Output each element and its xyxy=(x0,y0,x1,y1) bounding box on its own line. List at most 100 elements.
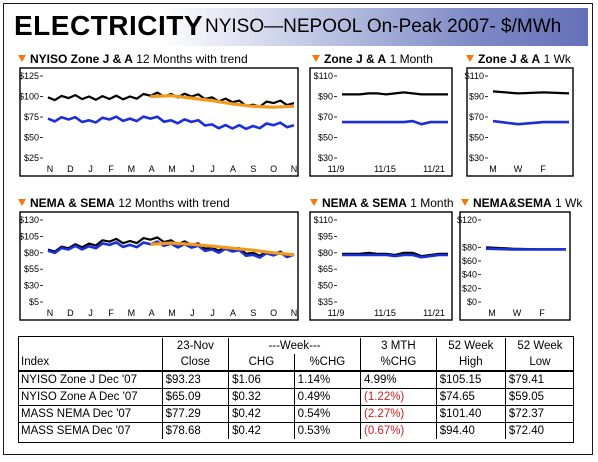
x-tick-label: A xyxy=(230,308,236,318)
header-cell-close: Close xyxy=(161,354,229,372)
x-tick-label: O xyxy=(270,308,277,318)
cell-pchg: 1.14% xyxy=(293,371,361,389)
panel-label-nyiso-12m: NYISO Zone J & A 12 Months with trend xyxy=(18,52,248,66)
x-tick-label: D xyxy=(67,164,74,174)
table-header-row-1: 23-Nov ---Week--- 3 MTH 52 Week 52 Week xyxy=(18,338,574,354)
chart-nema-1wk: $120 $80 $60 $40 $20 $0 M W F xyxy=(457,211,571,321)
cell-pchg: 0.54% xyxy=(293,405,361,423)
triangle-marker-icon xyxy=(310,199,318,207)
x-tick-label: 11/21 xyxy=(423,164,445,174)
triangle-marker-icon xyxy=(461,199,469,207)
y-tick-label: $20 xyxy=(462,283,477,293)
y-tick-label: $50 xyxy=(469,133,484,143)
series-line-blue xyxy=(342,253,448,259)
header-cell-low: Low xyxy=(504,354,574,372)
x-tick-label: N xyxy=(47,308,54,318)
y-tick-label: $105 xyxy=(19,231,39,241)
x-tick-label: J xyxy=(88,308,93,318)
panel-title-bold: Zone J & A xyxy=(324,52,387,66)
cell-3mth: (2.27%) xyxy=(360,405,437,423)
y-tick-label: $5 xyxy=(29,297,39,307)
y-tick-label: $55 xyxy=(24,264,39,274)
y-tick-label: $35 xyxy=(318,297,333,307)
y-tick-label: $60 xyxy=(462,256,477,266)
x-tick-label: N xyxy=(291,164,298,174)
cell-3mth: 4.99% xyxy=(360,371,437,389)
series-line-blue xyxy=(342,119,448,126)
y-tick-label: $120 xyxy=(457,215,477,225)
cell-pchg: 0.53% xyxy=(293,422,361,439)
table-row: MASS SEMA Dec '07 $78.68 $0.42 0.53% (0.… xyxy=(18,422,574,439)
series-line-black xyxy=(47,236,295,258)
chart-nema-12m: $130 $105 $80 $55 $30 $5 N D J F M A M J J A S O N xyxy=(19,211,299,321)
panel-label-zone-1m: Zone J & A 1 Month xyxy=(312,52,433,66)
x-tick-label: 11/21 xyxy=(423,308,445,318)
plot-frame xyxy=(19,67,299,177)
y-tick-label: $70 xyxy=(469,112,484,122)
x-tick-label: F xyxy=(108,308,114,318)
panel-title-bold: NEMA & SEMA xyxy=(30,196,115,210)
series-line-trend xyxy=(150,94,295,109)
x-tick-label: W xyxy=(514,164,523,174)
x-tick-label: J xyxy=(210,164,215,174)
panel-title-bold: NEMA & SEMA xyxy=(322,196,407,210)
panel-title-bold: NEMA&SEMA xyxy=(473,196,552,210)
page-frame xyxy=(3,3,593,455)
triangle-marker-icon xyxy=(18,199,26,207)
panel-title-bold: Zone J & A xyxy=(478,52,541,66)
x-tick-label: A xyxy=(149,308,155,318)
header-cell-52wk-low: 52 Week xyxy=(504,338,574,354)
cell-3mth: (0.67%) xyxy=(360,422,437,439)
x-tick-label: W xyxy=(513,308,522,318)
cell-index: NYISO Zone J Dec '07 xyxy=(18,371,163,389)
x-tick-label: 11/15 xyxy=(374,164,396,174)
plot-frame xyxy=(19,211,299,321)
cell-high: $105.15 xyxy=(435,371,506,389)
panel-label-nema-1m: NEMA & SEMA 1 Month xyxy=(310,196,454,210)
cell-3mth: (1.22%) xyxy=(360,388,437,406)
cell-high: $94.40 xyxy=(435,422,506,439)
header-cell-3mth: 3 MTH xyxy=(360,338,437,354)
price-table: 23-Nov ---Week--- 3 MTH 52 Week 52 Week … xyxy=(18,338,574,439)
x-tick-label: M xyxy=(489,164,497,174)
cell-low: $72.40 xyxy=(504,422,574,439)
y-tick-label: $125 xyxy=(19,71,39,81)
y-tick-label: $80 xyxy=(462,242,477,252)
header-cell-pchg: %CHG xyxy=(293,354,361,372)
x-tick-label: J xyxy=(210,308,215,318)
panel-title-rest: 1 Month xyxy=(389,52,433,66)
series-line-blue xyxy=(492,119,569,126)
page-subtitle: NYISO—NEPOOL On-Peak 2007- $/MWh xyxy=(205,16,562,37)
x-tick-label: J xyxy=(190,164,195,174)
x-tick-label: J xyxy=(190,308,195,318)
cell-high: $101.40 xyxy=(435,405,506,423)
table-row: NYISO Zone A Dec '07 $65.09 $0.32 0.49% … xyxy=(18,388,574,406)
panel-title-rest: 1 Wk xyxy=(543,52,571,66)
series-line-black xyxy=(492,90,570,95)
cell-low: $59.05 xyxy=(504,388,574,406)
y-tick-label: $90 xyxy=(469,92,484,102)
y-tick-label: $100 xyxy=(19,92,39,102)
x-tick-label: 11/9 xyxy=(328,308,345,318)
x-tick-label: M xyxy=(168,164,176,174)
triangle-marker-icon xyxy=(18,55,26,63)
cell-index: NYISO Zone A Dec '07 xyxy=(18,388,163,406)
y-tick-label: $80 xyxy=(318,248,333,258)
header-cell-week: ---Week--- xyxy=(228,338,361,354)
cell-chg: $0.42 xyxy=(228,405,295,423)
y-tick-label: $80 xyxy=(24,248,39,258)
y-tick-label: $110 xyxy=(465,71,484,81)
x-tick-label: S xyxy=(250,308,256,318)
y-tick-label: $110 xyxy=(314,71,333,81)
y-tick-label: $70 xyxy=(318,112,333,122)
cell-index: MASS SEMA Dec '07 xyxy=(21,425,131,437)
cell-pchg: 0.49% xyxy=(293,388,361,406)
cell-close: $65.09 xyxy=(161,388,229,406)
y-tick-label: $90 xyxy=(318,92,333,102)
chart-nyiso-12m: $125 $100 $75 $50 $25 N D J F M A M J J A S O N xyxy=(19,67,299,177)
x-tick-label: F xyxy=(108,164,114,174)
y-tick-label: $50 xyxy=(318,133,333,143)
x-tick-label: A xyxy=(230,164,236,174)
